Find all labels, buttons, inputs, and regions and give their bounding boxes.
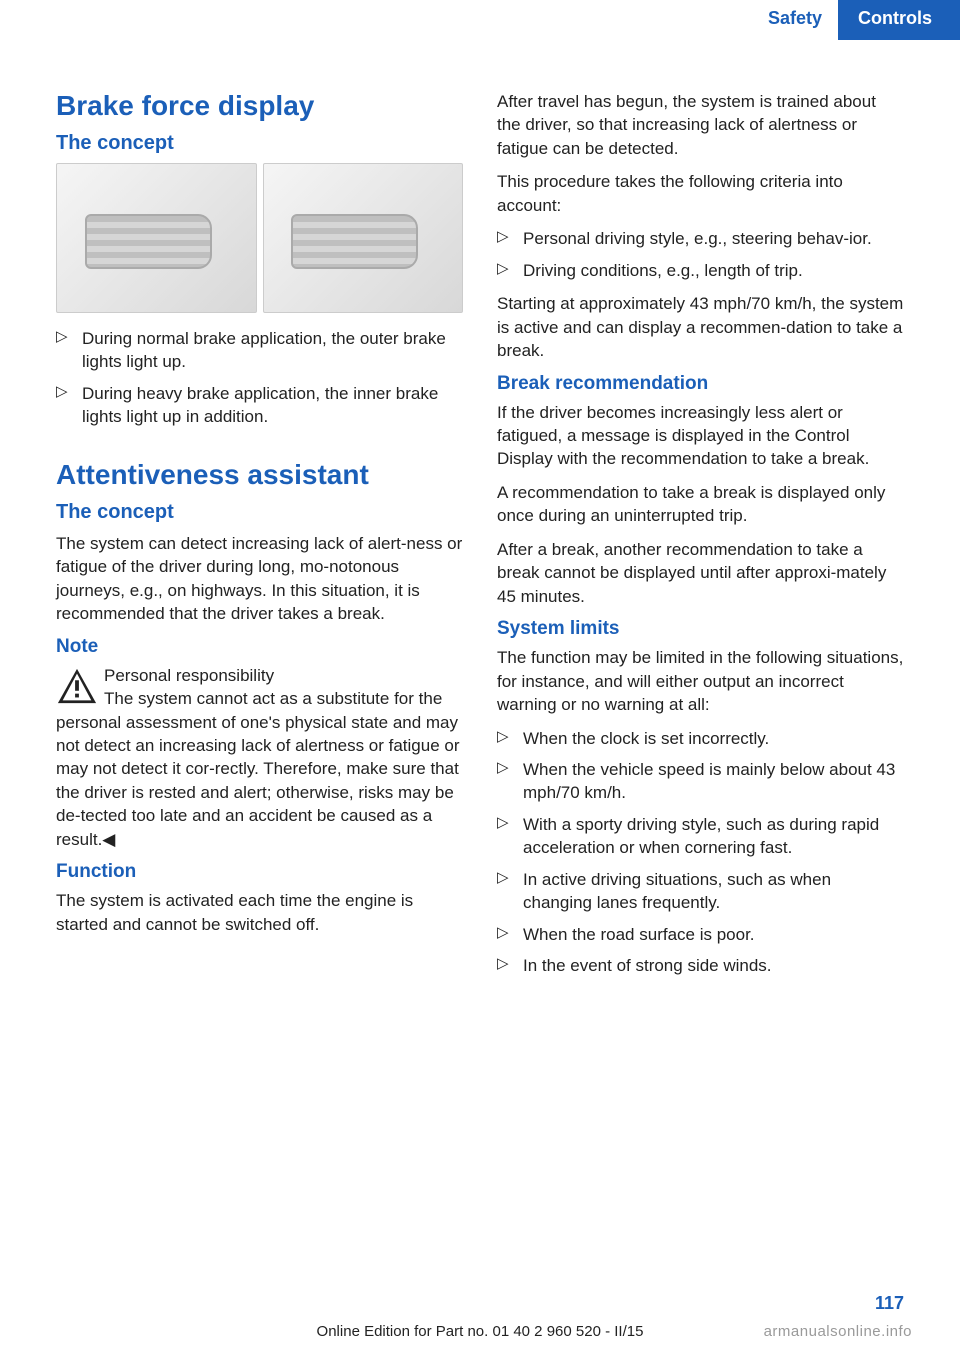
page-number: 117	[875, 1293, 904, 1314]
col2: After travel has begun, the system is tr…	[497, 90, 904, 978]
brake-light-illustration	[56, 163, 463, 313]
tail-light-heavy	[263, 163, 464, 313]
list-item: Driving conditions, e.g., length of trip…	[497, 259, 904, 282]
note-title: Personal responsibility	[104, 666, 274, 685]
list-item: Personal driving style, e.g., steering b…	[497, 227, 904, 250]
list-item: With a sporty driving style, such as dur…	[497, 813, 904, 860]
subheading-note: Note	[56, 636, 463, 658]
subheading-system-limits: System limits	[497, 618, 904, 640]
paragraph: If the driver becomes increasingly less …	[497, 401, 904, 471]
list-item: During heavy brake application, the inne…	[56, 382, 463, 429]
paragraph: The system is activated each time the en…	[56, 889, 463, 936]
paragraph: This procedure takes the following crite…	[497, 170, 904, 217]
list-item: During normal brake application, the out…	[56, 327, 463, 374]
tail-light-normal	[56, 163, 257, 313]
breadcrumb-safety: Safety	[752, 0, 838, 40]
heading-brake-force: Brake force display	[56, 90, 463, 122]
list-item: When the vehicle speed is mainly below a…	[497, 758, 904, 805]
subheading-break-recommendation: Break recommendation	[497, 373, 904, 395]
brake-light-list: During normal brake application, the out…	[56, 327, 463, 429]
subheading-function: Function	[56, 861, 463, 883]
breadcrumb-controls: Controls	[838, 0, 960, 40]
paragraph: After travel has begun, the system is tr…	[497, 90, 904, 160]
subheading-concept-brake: The concept	[56, 132, 463, 155]
note-block: Personal responsibility The system canno…	[56, 664, 463, 852]
note-body: The system cannot act as a substitute fo…	[56, 689, 460, 849]
header-bar: Safety Controls	[752, 0, 960, 40]
subheading-concept-attent: The concept	[56, 501, 463, 524]
paragraph: The system can detect increasing lack of…	[56, 532, 463, 626]
watermark: armanualsonline.info	[764, 1323, 912, 1340]
paragraph: Starting at approximately 43 mph/70 km/h…	[497, 292, 904, 362]
limits-list: When the clock is set incorrectly. When …	[497, 727, 904, 978]
heading-attentiveness: Attentiveness assistant	[56, 459, 463, 491]
paragraph: After a break, another recommendation to…	[497, 538, 904, 608]
section-attentiveness: Attentiveness assistant The concept The …	[56, 459, 463, 936]
list-item: In active driving situations, such as wh…	[497, 868, 904, 915]
section-brake-force: Brake force display The concept During n…	[56, 90, 463, 429]
list-item: In the event of strong side winds.	[497, 954, 904, 977]
paragraph: The function may be limited in the follo…	[497, 646, 904, 716]
list-item: When the road surface is poor.	[497, 923, 904, 946]
page-content: Brake force display The concept During n…	[56, 90, 904, 1290]
criteria-list: Personal driving style, e.g., steering b…	[497, 227, 904, 282]
paragraph: A recommendation to take a break is disp…	[497, 481, 904, 528]
list-item: When the clock is set incorrectly.	[497, 727, 904, 750]
warning-icon	[56, 666, 98, 706]
